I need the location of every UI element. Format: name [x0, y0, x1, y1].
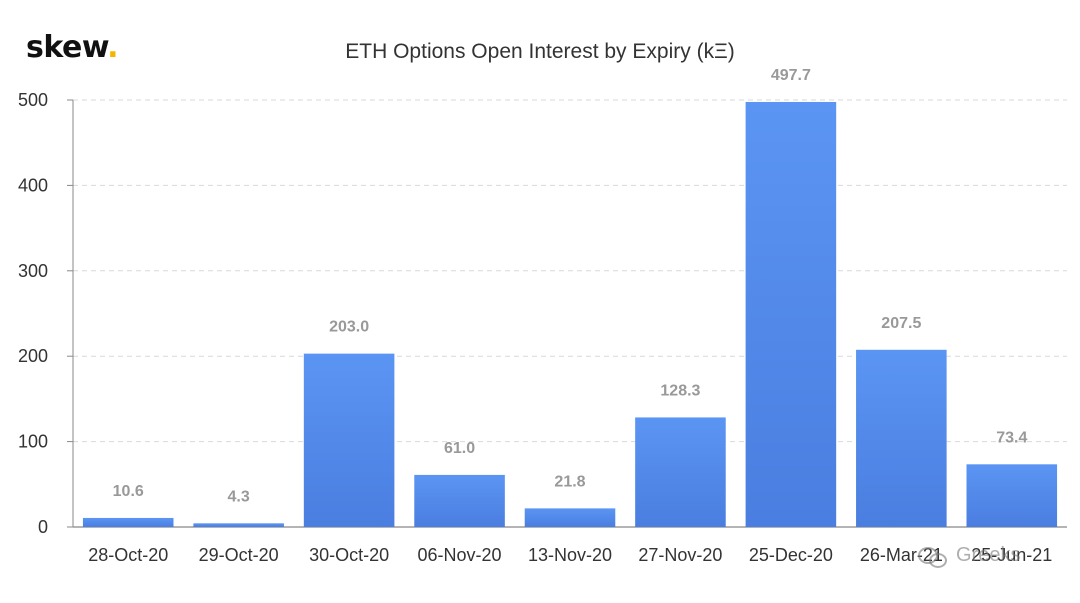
bar: [303, 353, 395, 527]
skew-logo: skew.: [26, 30, 119, 65]
data-label: 203.0: [329, 319, 369, 336]
data-label: 4.3: [228, 488, 250, 505]
bar: [635, 417, 726, 527]
data-label: 128.3: [660, 382, 700, 399]
x-tick-label: 06-Nov-20: [418, 545, 502, 565]
bar: [193, 523, 284, 527]
y-tick-label: 200: [18, 346, 48, 366]
bar: [414, 474, 505, 527]
bar: [524, 508, 616, 527]
bar: [82, 517, 174, 527]
bar: [856, 349, 947, 527]
bar: [966, 464, 1058, 527]
data-label: 497.7: [771, 67, 811, 84]
x-tick-label: 30-Oct-20: [309, 545, 389, 565]
data-label: 73.4: [996, 429, 1027, 446]
x-tick-label: 13-Nov-20: [528, 545, 612, 565]
x-tick-label: 28-Oct-20: [88, 545, 168, 565]
data-label: 21.8: [554, 473, 585, 490]
x-tick-label: 25-Dec-20: [749, 545, 833, 565]
brand-name: skew: [26, 30, 108, 65]
y-tick-label: 400: [18, 175, 48, 195]
y-tick-label: 500: [18, 90, 48, 110]
bars: [82, 101, 1058, 527]
y-tick-label: 0: [38, 517, 48, 537]
y-tick-label: 300: [18, 261, 48, 281]
x-tick-label: 27-Nov-20: [638, 545, 722, 565]
brand-dot: .: [107, 30, 119, 65]
watermark-text: Greeks: [956, 544, 1021, 566]
labels: 0 100 200 300 400 500 10.6 28-Oct-20 4.3 29-Oct-2…: [18, 67, 1052, 565]
data-label: 10.6: [113, 483, 144, 500]
data-label: 207.5: [881, 315, 921, 332]
y-tick-label: 100: [18, 432, 48, 452]
watermark: Greeks: [918, 544, 1021, 568]
bar: [745, 101, 837, 527]
x-tick-label: 29-Oct-20: [199, 545, 279, 565]
chart-title: ETH Options Open Interest by Expiry (kΞ): [345, 40, 735, 63]
data-label: 61.0: [444, 440, 475, 457]
x-tick-label: 25-Jun-21: [971, 545, 1052, 565]
wechat-icon: [918, 545, 948, 568]
